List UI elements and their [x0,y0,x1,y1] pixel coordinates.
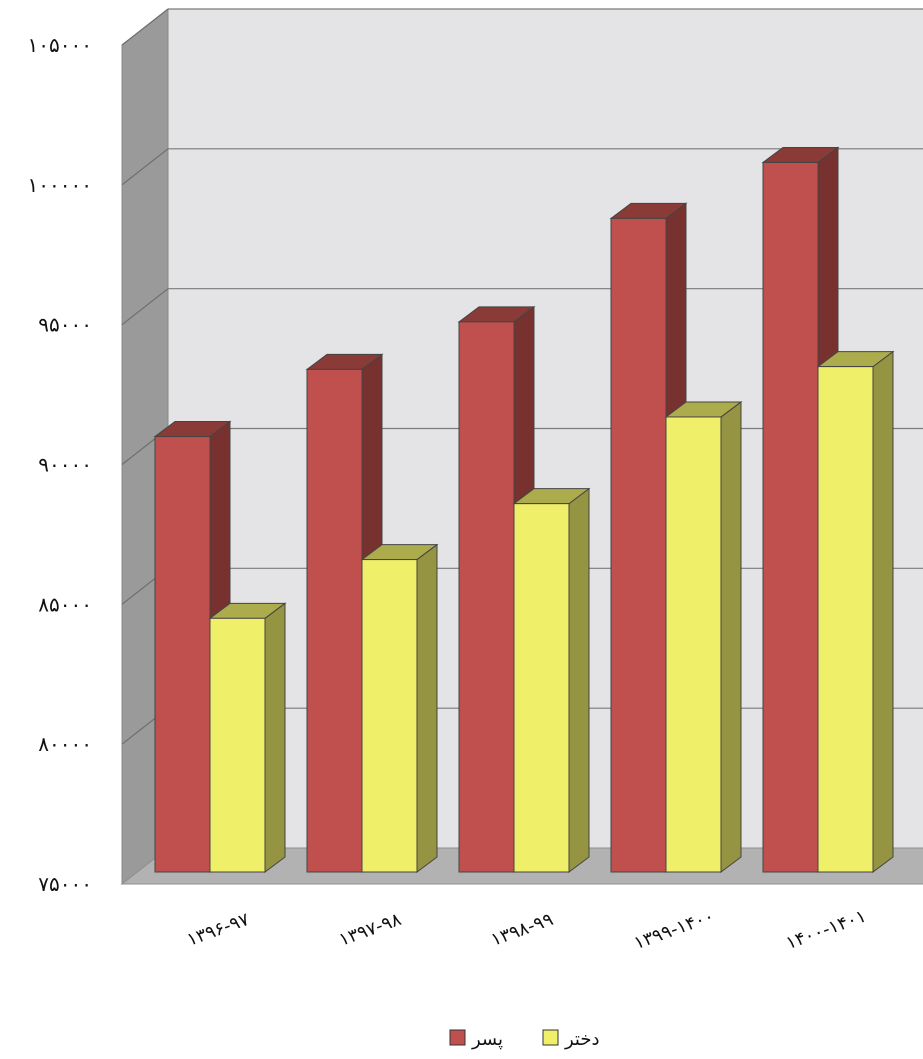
bar [512,487,591,873]
bar-front [361,559,418,873]
y-tick-label: ۹۵۰۰۰ [38,313,92,337]
legend-label: پسر [471,1029,503,1050]
legend-swatch [542,1029,559,1046]
y-tick-label: ۸۰۰۰۰ [38,732,92,756]
gridlines [121,8,923,745]
y-tick-label: ۷۵۰۰۰ [38,872,92,896]
x-axis-ticks: ۱۳۹۶-۹۷ ۱۳۹۷-۹۸ ۱۳۹۸-۹۹ ۱۳۹۹-۱۴۰۰ ۱۴۰۰-۱۴۰۱ [184,906,869,954]
y-tick-label: ۸۵۰۰۰ [38,592,92,616]
bar-front [610,217,667,873]
bar-side [416,543,438,873]
bar-side [264,602,286,873]
bar-front [762,161,819,873]
bar-side [872,350,894,873]
bar [360,543,439,873]
x-tick-label: ۱۳۹۷-۹۸ [336,909,404,951]
legend: پسر دختر [449,1029,600,1050]
bar-front [817,366,874,873]
bar [816,350,895,873]
x-tick-label: ۱۳۹۹-۱۴۰۰ [631,906,717,954]
bar-side [720,400,742,873]
legend-swatch [449,1029,466,1046]
legend-label: دختر [564,1029,600,1050]
bar-front [513,503,570,873]
bar [664,400,743,873]
bar-front [458,321,515,873]
bar-front [306,368,363,873]
bar [208,602,287,873]
bar-front [209,617,266,873]
gridline-side [121,148,169,186]
x-tick-label: ۱۴۰۰-۱۴۰۱ [783,906,869,954]
y-tick-label: ۱۰۰۰۰۰ [28,173,92,197]
bar-front [154,436,211,873]
bar-front [665,416,722,873]
x-tick-label: ۱۳۹۸-۹۹ [488,909,556,951]
y-tick-label: ۹۰۰۰۰ [38,453,92,477]
y-axis-ticks: ۱۰۵۰۰۰ ۱۰۰۰۰۰ ۹۵۰۰۰ ۹۰۰۰۰ ۸۵۰۰۰ ۸۰۰۰۰ ۷۵۰۰۰ [28,33,92,896]
bar-side [568,487,590,873]
gridline-side [121,288,169,326]
x-tick-label: ۱۳۹۶-۹۷ [184,909,252,951]
y-tick-label: ۱۰۵۰۰۰ [28,33,92,57]
gridline-side [121,8,169,46]
bars [153,146,895,873]
bar [153,420,232,873]
